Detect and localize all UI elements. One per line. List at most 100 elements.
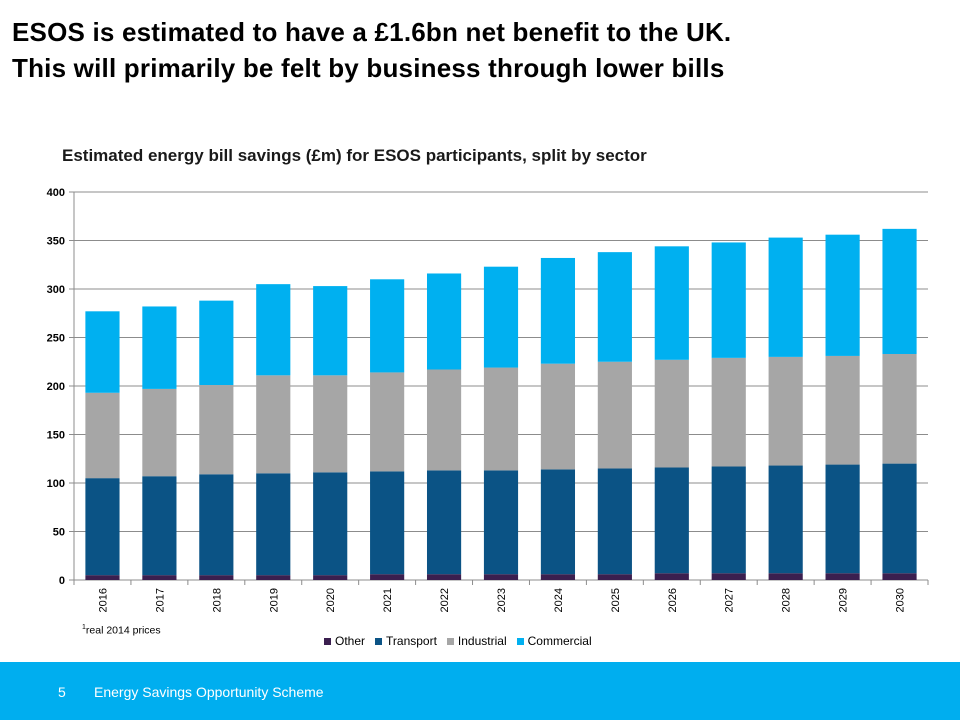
footer-bar: 5 Energy Savings Opportunity Scheme bbox=[0, 662, 960, 720]
footnote-text: real 2014 prices bbox=[85, 624, 161, 637]
legend-item-industrial: Industrial bbox=[446, 634, 507, 648]
slide-title: ESOS is estimated to have a £1.6bn net b… bbox=[12, 14, 948, 86]
bar-transport-2026 bbox=[654, 467, 689, 574]
bar-transport-2024 bbox=[540, 469, 576, 575]
bar-industrial-2026 bbox=[654, 359, 689, 468]
bar-commercial-2020 bbox=[313, 286, 348, 376]
legend-label: Industrial bbox=[457, 634, 507, 648]
chart-legend: Other Transport Industrial Commercial bbox=[324, 634, 592, 648]
bar-industrial-2030 bbox=[882, 353, 917, 464]
bar-transport-2018 bbox=[199, 474, 234, 576]
y-tick-label: 300 bbox=[47, 284, 65, 296]
chart-title: Estimated energy bill savings (£m) for E… bbox=[62, 146, 647, 165]
bar-transport-2030 bbox=[882, 463, 917, 574]
footnote-mark: 1 bbox=[82, 624, 86, 631]
slide-title-line-2: This will primarily be felt by business … bbox=[12, 53, 725, 83]
y-tick-label: 0 bbox=[59, 575, 65, 587]
legend-label: Commercial bbox=[527, 634, 592, 648]
bar-commercial-2025 bbox=[597, 252, 632, 362]
y-tick-label: 200 bbox=[47, 381, 65, 393]
bar-commercial-2016 bbox=[85, 311, 120, 393]
bar-commercial-2027 bbox=[711, 242, 746, 358]
bar-transport-2017 bbox=[142, 476, 177, 576]
x-tick-label: 2025 bbox=[610, 588, 622, 612]
legend-swatch bbox=[324, 637, 331, 645]
x-tick-label: 2029 bbox=[838, 588, 850, 612]
bar-transport-2023 bbox=[483, 470, 519, 575]
y-tick-label: 50 bbox=[53, 527, 65, 539]
x-tick-label: 2016 bbox=[97, 588, 109, 612]
bar-commercial-2024 bbox=[540, 257, 576, 364]
bar-other-2029 bbox=[825, 573, 860, 580]
stacked-bar-chart: 0 50 100 150 200 250 300 350 400 2016 2017 2018 2019… bbox=[47, 187, 929, 612]
bar-transport-2020 bbox=[313, 472, 348, 576]
bar-other-2028 bbox=[768, 573, 803, 580]
page-number: 5 bbox=[58, 684, 66, 700]
bar-other-2025 bbox=[597, 574, 632, 580]
footer-title: Energy Savings Opportunity Scheme bbox=[94, 684, 324, 700]
x-tick-label: 2027 bbox=[724, 588, 736, 612]
legend-label: Transport bbox=[386, 634, 437, 648]
bar-other-2023 bbox=[483, 574, 519, 580]
bar-transport-2022 bbox=[426, 470, 462, 575]
bar-industrial-2025 bbox=[597, 361, 632, 469]
x-tick-label: 2019 bbox=[268, 588, 280, 612]
bar-other-2018 bbox=[199, 575, 234, 580]
bar-commercial-2028 bbox=[768, 237, 803, 357]
bar-transport-2028 bbox=[768, 465, 803, 574]
bar-commercial-2022 bbox=[426, 273, 462, 370]
x-tick-label: 2023 bbox=[496, 588, 508, 612]
bar-industrial-2020 bbox=[313, 375, 348, 473]
legend-item-commercial: Commercial bbox=[516, 634, 592, 648]
bar-industrial-2023 bbox=[483, 367, 519, 471]
legend-label: Other bbox=[335, 634, 366, 648]
bar-commercial-2029 bbox=[825, 234, 860, 356]
bar-transport-2029 bbox=[825, 464, 860, 574]
bar-transport-2016 bbox=[85, 478, 120, 576]
legend-item-other: Other bbox=[324, 634, 365, 648]
x-tick-label: 2022 bbox=[439, 588, 451, 612]
bar-other-2022 bbox=[426, 574, 462, 580]
footnote: 1real 2014 prices bbox=[82, 624, 161, 637]
bar-industrial-2018 bbox=[199, 385, 234, 475]
legend-swatch bbox=[375, 637, 383, 645]
bar-commercial-2026 bbox=[654, 246, 689, 360]
slide-title-line-1: ESOS is estimated to have a £1.6bn net b… bbox=[12, 17, 732, 47]
bar-other-2020 bbox=[313, 575, 348, 580]
bar-commercial-2017 bbox=[142, 306, 177, 389]
y-tick-label: 350 bbox=[47, 236, 65, 248]
y-tick-label: 150 bbox=[47, 430, 65, 442]
x-tick-label: 2026 bbox=[667, 588, 679, 612]
bar-other-2027 bbox=[711, 573, 746, 580]
legend-swatch bbox=[516, 637, 524, 645]
bar-industrial-2028 bbox=[768, 356, 803, 466]
bar-industrial-2027 bbox=[711, 357, 746, 467]
bar-industrial-2017 bbox=[142, 388, 177, 477]
bar-other-2016 bbox=[85, 575, 120, 580]
bar-other-2030 bbox=[882, 573, 917, 580]
bar-other-2026 bbox=[654, 573, 689, 580]
x-tick-label: 2028 bbox=[781, 588, 793, 612]
y-tick-label: 250 bbox=[47, 333, 65, 345]
bar-commercial-2023 bbox=[483, 266, 519, 368]
bar-industrial-2029 bbox=[825, 355, 860, 465]
bar-transport-2019 bbox=[256, 473, 291, 576]
x-tick-label: 2018 bbox=[211, 588, 223, 612]
bar-other-2021 bbox=[370, 574, 405, 580]
bar-industrial-2022 bbox=[426, 369, 462, 471]
y-tick-label: 400 bbox=[47, 187, 65, 199]
bar-industrial-2019 bbox=[256, 375, 291, 474]
x-tick-label: 2021 bbox=[382, 588, 394, 612]
bar-commercial-2021 bbox=[370, 279, 405, 373]
bar-industrial-2024 bbox=[540, 363, 576, 470]
bar-industrial-2021 bbox=[370, 372, 405, 472]
bar-transport-2021 bbox=[370, 471, 405, 575]
bar-transport-2025 bbox=[597, 468, 632, 575]
bar-transport-2027 bbox=[711, 466, 746, 574]
bar-commercial-2019 bbox=[256, 284, 291, 376]
x-tick-label: 2030 bbox=[895, 588, 907, 612]
x-tick-label: 2024 bbox=[553, 588, 565, 612]
bar-other-2017 bbox=[142, 575, 177, 580]
y-tick-label: 100 bbox=[47, 478, 65, 490]
legend-swatch bbox=[446, 637, 454, 645]
